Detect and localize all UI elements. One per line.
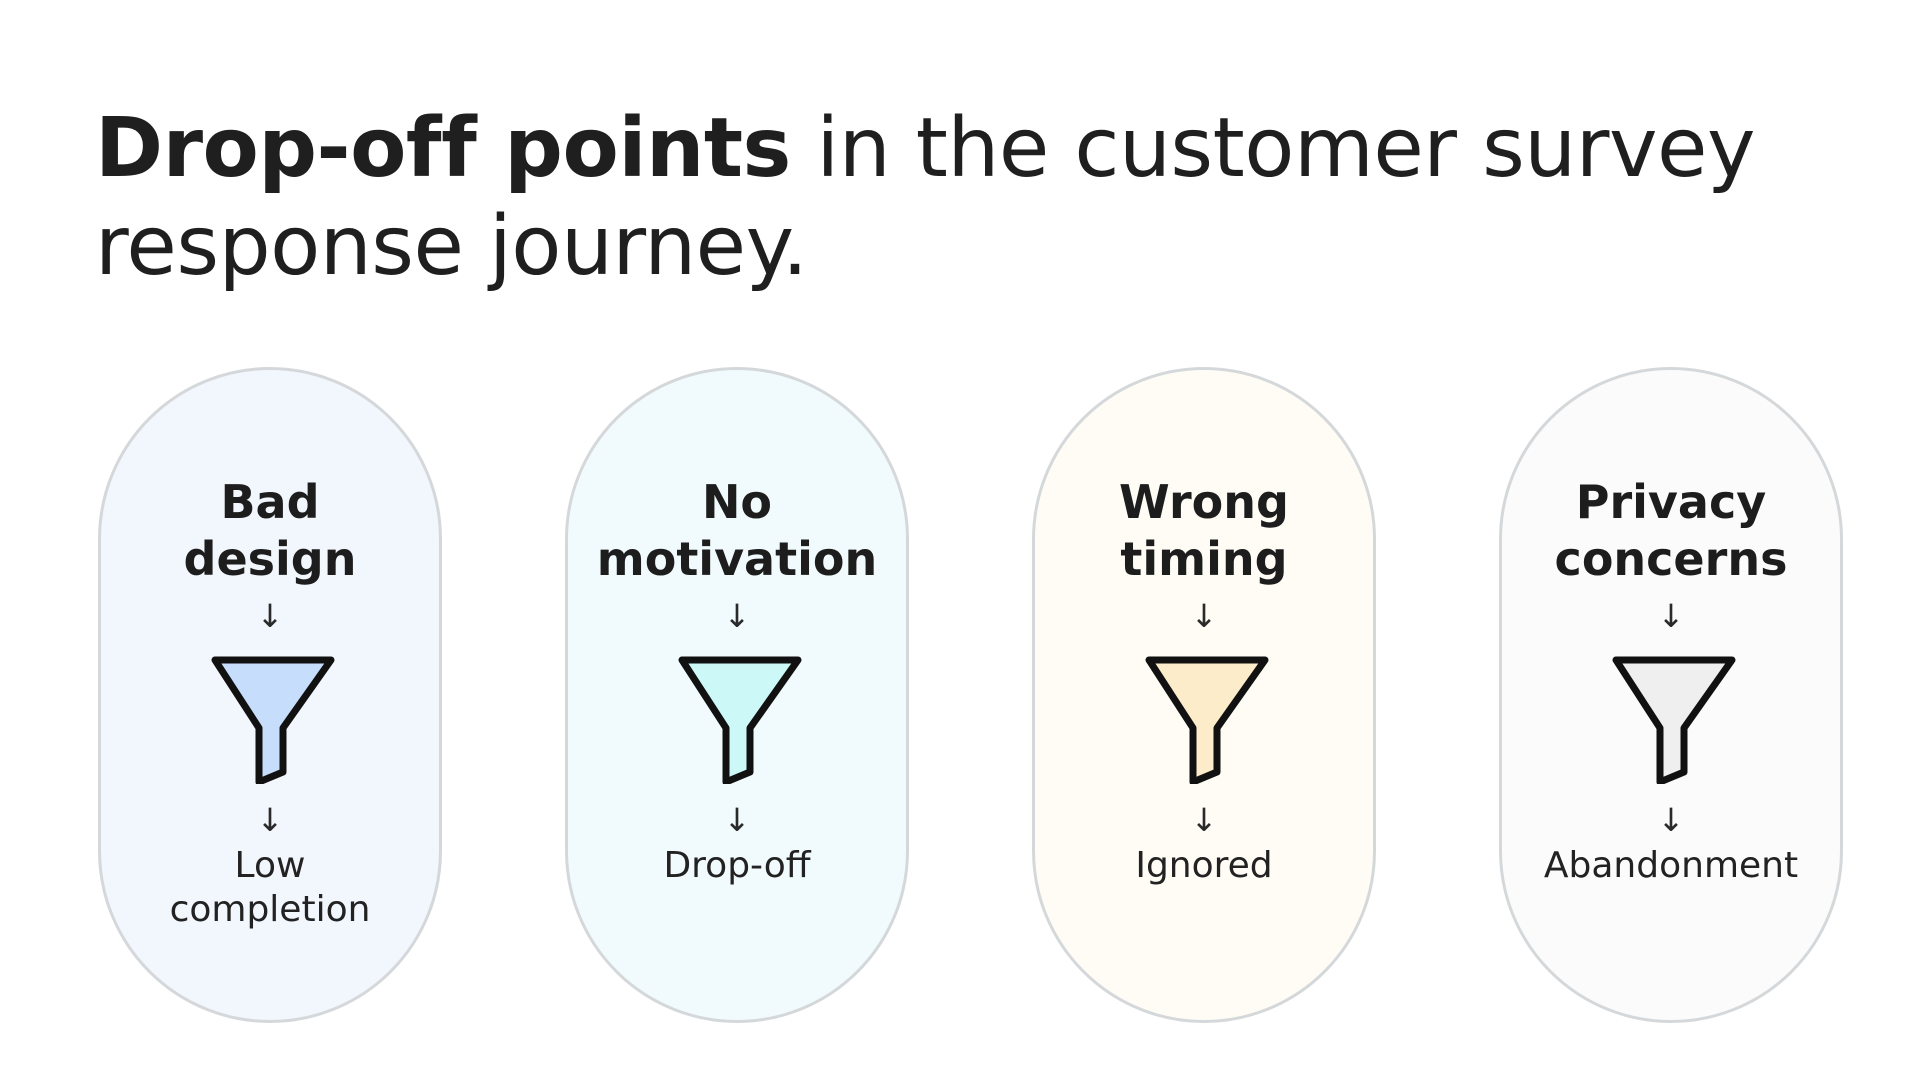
card-no-motivation: No motivation ↓ ↓ Drop-off <box>565 367 909 1023</box>
title-emphasis: Drop-off points <box>95 101 791 196</box>
card-label: Wrong timing <box>1035 474 1373 588</box>
card-wrong-timing: Wrong timing ↓ ↓ Ignored <box>1032 367 1376 1023</box>
card-outcome: Abandonment <box>1502 844 1840 888</box>
card-bad-design: Bad design ↓ ↓ Low completion <box>98 367 442 1023</box>
down-arrow-icon: ↓ <box>1190 597 1218 635</box>
down-arrow-icon: ↓ <box>723 801 751 839</box>
card-outcome-line-1: Drop-off <box>663 845 811 886</box>
funnel-icon <box>1145 656 1269 784</box>
card-label-line-2: motivation <box>596 532 878 586</box>
card-privacy-concerns: Privacy concerns ↓ ↓ Abandonment <box>1499 367 1843 1023</box>
down-arrow-icon: ↓ <box>723 597 751 635</box>
card-outcome-line-2: completion <box>169 889 371 930</box>
card-label: Bad design <box>101 474 439 588</box>
card-outcome: Drop-off <box>568 844 906 888</box>
card-label: No motivation <box>568 474 906 588</box>
down-arrow-icon: ↓ <box>256 801 284 839</box>
card-outcome-line-1: Low <box>234 845 306 886</box>
card-label-line-1: Wrong <box>1119 475 1289 529</box>
title-rest: in the customer survey response journey. <box>95 101 1755 294</box>
down-arrow-icon: ↓ <box>1657 801 1685 839</box>
card-label-line-2: design <box>183 532 357 586</box>
funnel-icon <box>211 656 335 784</box>
down-arrow-icon: ↓ <box>256 597 284 635</box>
funnel-icon <box>1612 656 1736 784</box>
drop-off-cards: Bad design ↓ ↓ Low completion No motivat… <box>0 367 1920 1023</box>
card-outcome: Low completion <box>101 844 439 932</box>
card-outcome: Ignored <box>1035 844 1373 888</box>
down-arrow-icon: ↓ <box>1657 597 1685 635</box>
card-outcome-line-1: Abandonment <box>1543 845 1799 886</box>
card-label-line-2: concerns <box>1554 532 1788 586</box>
card-label-line-2: timing <box>1120 532 1288 586</box>
card-label-line-1: No <box>701 475 773 529</box>
down-arrow-icon: ↓ <box>1190 801 1218 839</box>
card-outcome-line-1: Ignored <box>1135 845 1273 886</box>
page-title: Drop-off points in the customer survey r… <box>95 100 1795 296</box>
card-label: Privacy concerns <box>1502 474 1840 588</box>
funnel-icon <box>678 656 802 784</box>
card-label-line-1: Privacy <box>1575 475 1767 529</box>
card-label-line-1: Bad <box>220 475 320 529</box>
